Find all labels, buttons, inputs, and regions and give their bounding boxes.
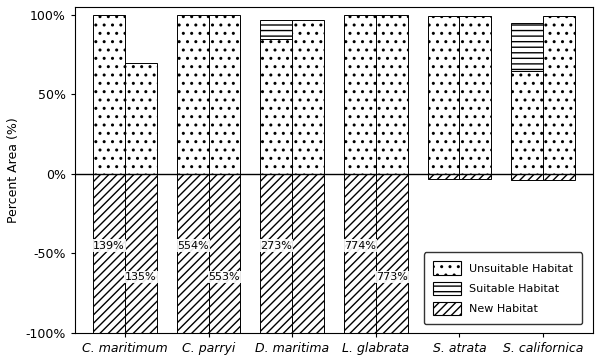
Bar xyxy=(460,174,491,179)
Bar xyxy=(344,174,376,333)
Text: 774%: 774% xyxy=(344,240,376,251)
Bar xyxy=(260,20,292,39)
Bar xyxy=(460,17,491,174)
Text: 554%: 554% xyxy=(177,240,209,251)
Bar xyxy=(177,15,209,174)
Bar xyxy=(543,17,575,174)
Bar xyxy=(125,63,157,174)
Bar xyxy=(511,71,543,174)
Legend: Unsuitable Habitat, Suitable Habitat, New Habitat: Unsuitable Habitat, Suitable Habitat, Ne… xyxy=(424,252,583,324)
Text: 273%: 273% xyxy=(260,240,292,251)
Bar xyxy=(344,15,376,174)
Bar xyxy=(209,15,241,174)
Bar xyxy=(292,174,324,333)
Bar xyxy=(428,174,460,179)
Bar xyxy=(93,15,125,174)
Bar xyxy=(511,23,543,71)
Text: 139%: 139% xyxy=(93,240,125,251)
Text: 773%: 773% xyxy=(376,272,407,282)
Y-axis label: Percent Area (%): Percent Area (%) xyxy=(7,117,20,223)
Bar xyxy=(511,174,543,180)
Bar xyxy=(177,174,209,333)
Bar xyxy=(376,15,407,174)
Bar xyxy=(260,174,292,333)
Bar xyxy=(125,174,157,333)
Bar xyxy=(260,39,292,174)
Bar xyxy=(292,20,324,174)
Bar xyxy=(93,174,125,333)
Bar xyxy=(209,174,241,333)
Text: 553%: 553% xyxy=(209,272,241,282)
Bar xyxy=(376,174,407,333)
Bar xyxy=(428,17,460,174)
Bar xyxy=(543,174,575,180)
Text: 135%: 135% xyxy=(125,272,157,282)
